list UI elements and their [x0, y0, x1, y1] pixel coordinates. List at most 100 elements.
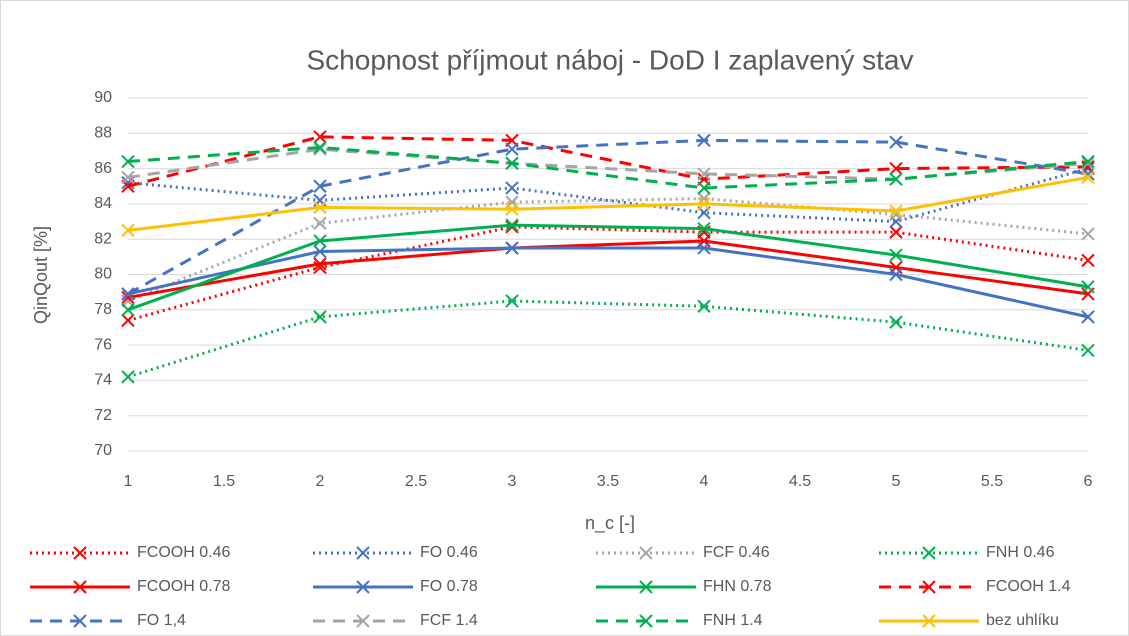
- marker: [697, 197, 711, 211]
- legend-marker: [356, 580, 370, 594]
- series-line: [127, 299, 1089, 379]
- legend-label: bez uhlíku: [986, 612, 1059, 629]
- legend-label: FHN 0.78: [703, 578, 772, 595]
- y-tick-label: 80: [94, 266, 112, 283]
- marker: [697, 181, 711, 195]
- series-line: [127, 167, 1089, 224]
- series-line: [127, 225, 1089, 322]
- marker: [1081, 343, 1095, 358]
- x-tick-label: 3: [508, 473, 517, 490]
- legend-label: FCOOH 1.4: [986, 578, 1071, 595]
- marker: [505, 156, 519, 171]
- marker: [121, 313, 135, 328]
- marker: [121, 223, 135, 238]
- legend-label: FO 0.78: [420, 578, 478, 595]
- marker: [505, 202, 519, 216]
- series-line: [127, 138, 1089, 296]
- y-tick-label: 90: [94, 89, 112, 106]
- y-tick-label: 88: [94, 125, 112, 142]
- y-tick-label: 82: [94, 230, 112, 247]
- marker: [121, 154, 135, 169]
- marker: [121, 170, 135, 185]
- marker: [505, 142, 519, 156]
- marker: [313, 142, 327, 156]
- legend-label: FO 1,4: [137, 612, 186, 629]
- marker: [697, 299, 711, 313]
- marker: [1081, 310, 1095, 324]
- series-line: [127, 197, 1089, 303]
- marker: [1081, 280, 1095, 294]
- marker: [697, 241, 711, 255]
- series-line: [127, 239, 1089, 299]
- marker: [697, 167, 711, 181]
- marker: [121, 287, 135, 301]
- x-tick-label: 3.5: [597, 473, 619, 490]
- marker: [313, 140, 327, 155]
- series-line: [127, 175, 1089, 232]
- legend-label: FCF 0.46: [703, 544, 770, 561]
- legend-label: FCOOH 0.78: [137, 578, 230, 595]
- x-tick-label: 4: [700, 473, 709, 490]
- marker: [313, 200, 327, 215]
- legend-marker: [922, 546, 936, 560]
- legend-marker: [639, 614, 653, 628]
- marker: [121, 370, 135, 384]
- chart-title: Schopnost příjmout náboj - DoD I zaplave…: [307, 44, 914, 75]
- y-tick-label: 76: [94, 336, 112, 353]
- y-axis-label: QinQout [%]: [31, 226, 51, 324]
- marker: [505, 294, 519, 308]
- marker: [313, 310, 327, 324]
- legend-marker: [922, 580, 936, 594]
- marker: [505, 218, 519, 232]
- marker: [697, 133, 711, 148]
- x-tick-label: 6: [1084, 473, 1093, 490]
- legend-label: FO 0.46: [420, 544, 478, 561]
- x-tick-label: 5: [892, 473, 901, 490]
- marker: [889, 225, 903, 239]
- y-tick-label: 74: [94, 372, 112, 389]
- x-tick-label: 5.5: [981, 473, 1003, 490]
- y-tick-label: 78: [94, 301, 112, 318]
- x-tick-label: 1.5: [213, 473, 235, 490]
- legend-label: FCOOH 0.46: [137, 544, 230, 561]
- marker: [889, 204, 903, 218]
- series-line: [127, 145, 1089, 190]
- y-tick-label: 72: [94, 407, 112, 424]
- y-tick-label: 86: [94, 160, 112, 177]
- legend-marker: [73, 546, 87, 560]
- marker: [313, 130, 327, 144]
- x-tick-label: 4.5: [789, 473, 811, 490]
- legend-marker: [639, 580, 653, 594]
- x-axis-label: n_c [-]: [585, 513, 635, 534]
- marker: [121, 303, 135, 317]
- legend-marker: [73, 580, 87, 594]
- series-line: [127, 135, 1089, 188]
- marker: [1081, 156, 1095, 171]
- legend-marker: [73, 614, 87, 628]
- marker: [889, 135, 903, 149]
- marker: [505, 181, 519, 195]
- legend-marker: [639, 546, 653, 560]
- marker: [889, 172, 903, 186]
- marker: [1081, 170, 1095, 185]
- legend-label: FCF 1.4: [420, 612, 478, 629]
- marker: [1081, 154, 1095, 169]
- marker: [313, 216, 327, 231]
- marker: [505, 241, 519, 255]
- series-line: [127, 246, 1089, 319]
- legend-marker: [356, 614, 370, 628]
- y-tick-label: 84: [94, 195, 112, 212]
- marker: [889, 267, 903, 282]
- x-tick-label: 1: [124, 473, 133, 490]
- series-line: [127, 223, 1089, 312]
- x-tick-label: 2: [316, 473, 325, 490]
- marker: [1081, 227, 1095, 241]
- marker: [889, 161, 903, 176]
- marker: [1081, 253, 1095, 268]
- x-tick-label: 2.5: [405, 473, 427, 490]
- marker: [313, 179, 327, 193]
- marker: [313, 257, 327, 271]
- marker: [889, 315, 903, 329]
